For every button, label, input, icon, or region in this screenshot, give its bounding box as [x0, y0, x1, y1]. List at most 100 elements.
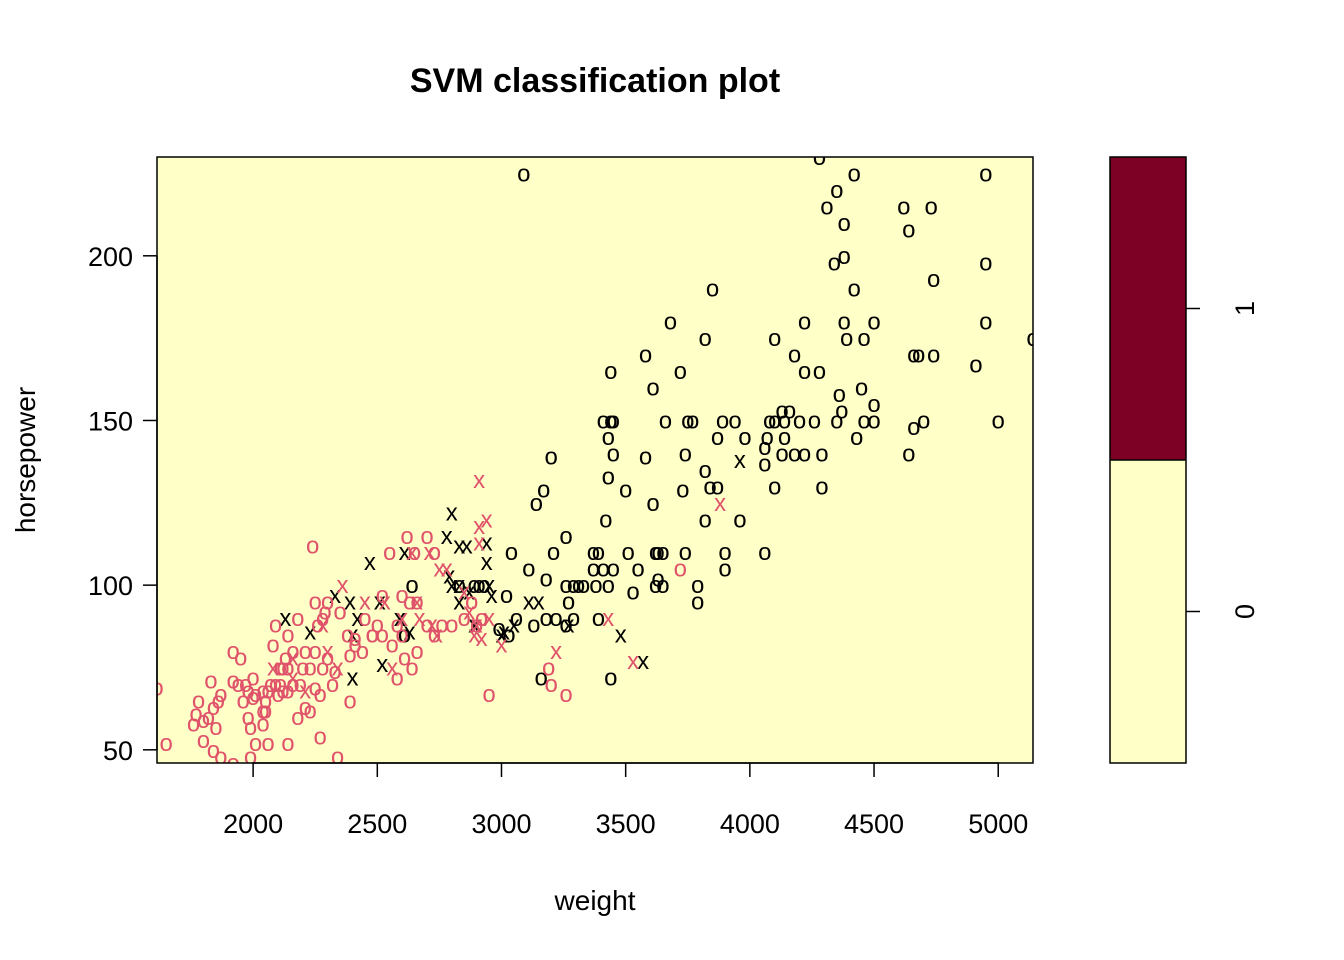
- support-vector-point-class-1: x: [396, 605, 408, 632]
- data-point-class-0: o: [567, 605, 580, 632]
- support-vector-point-class-1: x: [299, 678, 311, 705]
- support-vector-point-class-0: x: [351, 605, 363, 632]
- support-vector-point-class-1: x: [359, 589, 371, 616]
- data-point-class-1: o: [237, 687, 250, 714]
- data-point-class-1: o: [197, 707, 210, 734]
- support-vector-point-class-1: x: [426, 612, 438, 639]
- data-point-class-1: o: [246, 664, 259, 691]
- support-vector-point-class-0: x: [461, 533, 473, 560]
- data-point-class-0: o: [992, 408, 1005, 435]
- data-point-class-0: o: [592, 539, 605, 566]
- data-point-class-1: o: [227, 638, 240, 665]
- data-point-class-1: o: [371, 612, 384, 639]
- support-vector-point-class-1: x: [602, 605, 614, 632]
- data-point-class-0: o: [706, 276, 719, 303]
- data-point-class-0: o: [549, 605, 562, 632]
- data-point-class-0: o: [589, 572, 602, 599]
- data-point-class-1: o: [376, 582, 389, 609]
- support-vector-point-class-0: x: [734, 447, 746, 474]
- data-point-class-1: o: [391, 664, 404, 691]
- data-point-class-0: o: [681, 408, 694, 435]
- data-point-class-1: o: [465, 589, 478, 616]
- data-point-class-0: o: [711, 424, 724, 451]
- data-point-class-0: o: [828, 249, 841, 276]
- data-point-class-1: o: [242, 704, 255, 731]
- y-tick-label: 50: [103, 736, 133, 766]
- data-point-class-0: o: [559, 523, 572, 550]
- data-point-class-0: o: [547, 539, 560, 566]
- data-point-class-1: o: [214, 681, 227, 708]
- data-point-class-0: o: [646, 375, 659, 402]
- data-point-class-1: o: [259, 687, 272, 714]
- data-point-class-1: o: [299, 638, 312, 665]
- x-tick-label: 2500: [347, 809, 407, 839]
- data-point-class-1: o: [309, 638, 322, 665]
- data-point-class-1: o: [259, 697, 272, 724]
- data-point-class-0: o: [651, 539, 664, 566]
- data-point-class-1: o: [331, 743, 344, 770]
- data-point-class-0: o: [602, 464, 615, 491]
- support-vector-point-class-1: x: [431, 622, 443, 649]
- data-point-class-1: o: [343, 641, 356, 668]
- data-point-class-1: o: [202, 704, 215, 731]
- support-vector-point-class-0: x: [463, 579, 475, 606]
- data-point-class-0: o: [651, 566, 664, 593]
- support-vector-point-class-1: x: [458, 579, 470, 606]
- data-point-class-1: o: [674, 556, 687, 583]
- data-point-class-1: o: [356, 638, 369, 665]
- data-point-class-0: o: [540, 605, 553, 632]
- data-point-class-0: o: [815, 473, 828, 500]
- data-point-class-0: o: [545, 444, 558, 471]
- data-point-class-0: o: [559, 572, 572, 599]
- data-point-class-0: o: [599, 506, 612, 533]
- data-point-class-0: o: [902, 217, 915, 244]
- data-point-class-1: o: [314, 681, 327, 708]
- data-point-class-0: o: [758, 539, 771, 566]
- support-vector-point-class-0: x: [481, 549, 493, 576]
- data-point-class-1: o: [386, 631, 399, 658]
- data-point-class-0: o: [472, 572, 485, 599]
- data-point-class-0: o: [917, 408, 930, 435]
- data-point-class-0: o: [907, 414, 920, 441]
- data-point-class-1: o: [269, 612, 282, 639]
- data-point-class-0: o: [927, 266, 940, 293]
- data-point-class-1: o: [192, 687, 205, 714]
- data-point-class-0: o: [510, 605, 523, 632]
- data-point-class-0: o: [646, 490, 659, 517]
- data-point-class-1: o: [428, 622, 441, 649]
- data-point-class-1: o: [420, 612, 433, 639]
- data-point-class-0: o: [793, 408, 806, 435]
- data-point-class-1: o: [395, 582, 408, 609]
- data-point-class-1: o: [333, 599, 346, 626]
- chart-title: SVM classification plot: [410, 62, 780, 100]
- data-point-class-1: o: [244, 743, 257, 770]
- data-point-class-0: o: [718, 539, 731, 566]
- data-point-class-1: o: [428, 539, 441, 566]
- data-point-class-0: o: [602, 424, 615, 451]
- data-point-class-0: o: [855, 375, 868, 402]
- data-point-class-0: o: [857, 408, 870, 435]
- data-point-class-0: o: [604, 664, 617, 691]
- data-point-class-0: o: [607, 408, 620, 435]
- support-vector-point-class-1: x: [473, 529, 485, 556]
- data-point-class-0: o: [768, 408, 781, 435]
- data-point-class-0: o: [492, 615, 505, 642]
- data-point-class-0: o: [867, 408, 880, 435]
- support-vector-point-class-0: x: [486, 582, 498, 609]
- data-point-class-1: o: [304, 697, 317, 724]
- data-point-class-0: o: [477, 572, 490, 599]
- x-tick-label: 5000: [968, 809, 1028, 839]
- data-point-class-1: o: [309, 589, 322, 616]
- data-point-class-0: o: [691, 589, 704, 616]
- data-point-class-0: o: [607, 556, 620, 583]
- support-vector-point-class-0: x: [374, 589, 386, 616]
- data-point-class-1: o: [348, 631, 361, 658]
- data-point-class-0: o: [505, 539, 518, 566]
- x-tick-label: 3500: [596, 809, 656, 839]
- data-point-class-0: o: [626, 579, 639, 606]
- data-point-class-0: o: [631, 556, 644, 583]
- support-vector-point-class-0: x: [453, 533, 465, 560]
- data-point-class-0: o: [686, 408, 699, 435]
- data-point-class-1: o: [410, 638, 423, 665]
- support-vector-point-class-1: x: [287, 664, 299, 691]
